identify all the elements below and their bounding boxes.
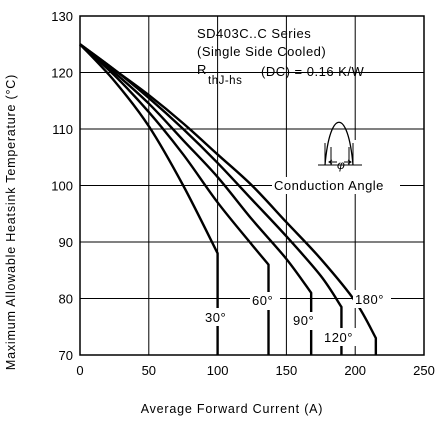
- y-tick-label: 100: [51, 179, 73, 194]
- cooling-note: (Single Side Cooled): [197, 44, 326, 59]
- series-line-180: [79, 43, 378, 355]
- series-line-30: [79, 43, 219, 355]
- series-title: SD403C..C Series: [197, 26, 311, 41]
- x-tick-label: 0: [76, 363, 83, 378]
- phi-symbol: φ: [337, 158, 345, 172]
- rth-symbol: R: [197, 62, 207, 77]
- y-tick-label: 120: [51, 66, 73, 81]
- y-tick-label: 90: [59, 235, 73, 250]
- y-tick-label: 70: [59, 348, 73, 363]
- series-label-60: 60°: [252, 293, 273, 308]
- y-axis-label: Maximum Allowable Heatsink Temperature (…: [4, 74, 18, 370]
- rth-value: (DC) = 0.16 K/W: [261, 64, 364, 79]
- x-axis-label: Average Forward Current (A): [141, 402, 324, 416]
- x-tick-label: 250: [413, 363, 435, 378]
- x-tick-label: 50: [142, 363, 156, 378]
- y-tick-label: 130: [51, 9, 73, 24]
- x-tick-label: 100: [207, 363, 229, 378]
- series-label-180: 180°: [355, 292, 384, 307]
- y-tick-label: 80: [59, 292, 73, 307]
- x-tick-labels: 0 50 100 150 200 250: [76, 363, 434, 378]
- series-line-60: [79, 43, 270, 355]
- y-tick-label: 110: [52, 122, 73, 137]
- series-label-120: 120°: [324, 330, 353, 345]
- rth-subscript: thJ-hs: [208, 75, 242, 87]
- series-label-30: 30°: [205, 310, 226, 325]
- x-tick-label: 200: [344, 363, 366, 378]
- curves: [79, 43, 378, 355]
- conduction-angle-label: Conduction Angle: [274, 178, 384, 193]
- series-label-90: 90°: [293, 313, 314, 328]
- series-line-90: [79, 43, 313, 355]
- y-tick-labels: 70 80 90 100 110 120 130: [51, 9, 73, 363]
- plot-frame: [79, 15, 425, 356]
- x-tick-label: 150: [276, 363, 298, 378]
